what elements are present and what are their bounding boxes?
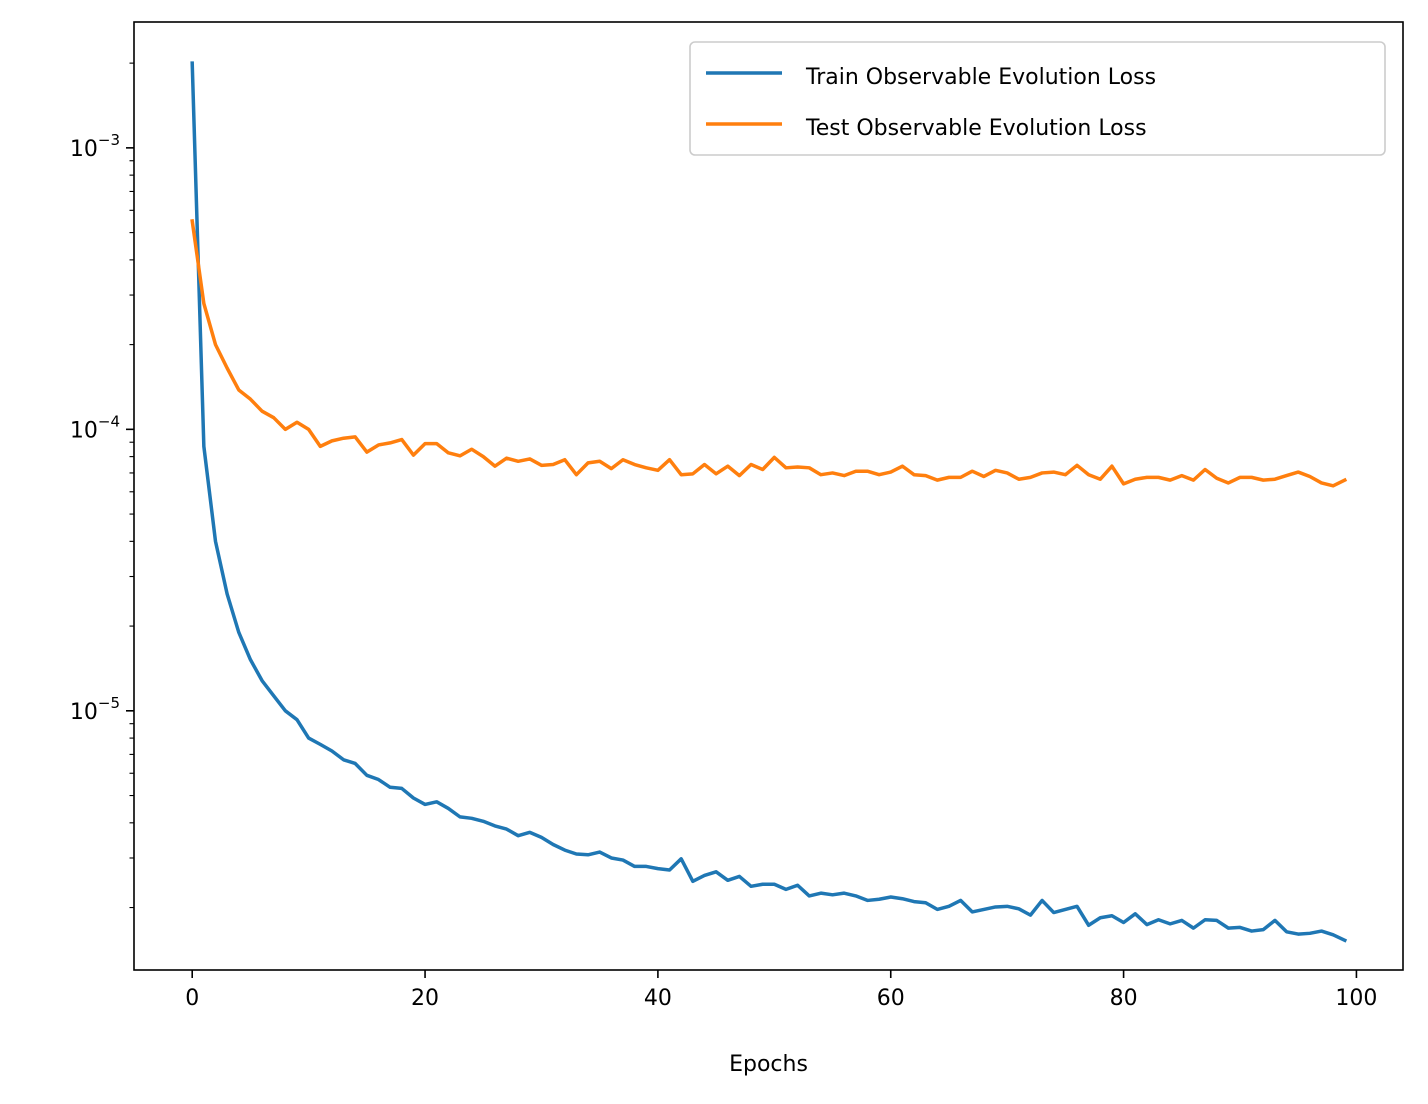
x-ticks: 0 20 40 60 80 100: [185, 970, 1377, 1011]
x-axis-label: Epochs: [729, 1052, 808, 1077]
legend-label-train: Train Observable Evolution Loss: [805, 65, 1156, 90]
y-tick-label: 10−3: [70, 131, 120, 162]
test-loss-line: [190, 218, 1348, 488]
y-tick-base: 10: [70, 418, 98, 443]
x-tick-label: 20: [411, 986, 439, 1011]
series-layer: [190, 61, 1348, 943]
y-tick-label: 10−5: [70, 694, 120, 725]
x-tick-label: 0: [185, 986, 199, 1011]
x-tick-label: 80: [1110, 986, 1138, 1011]
plot-frame: [133, 21, 1404, 971]
legend-label-test: Test Observable Evolution Loss: [805, 116, 1147, 141]
y-tick-exponent: −4: [98, 412, 120, 430]
legend: Train Observable Evolution Loss Test Obs…: [689, 41, 1386, 156]
y-tick-label: 10−4: [70, 412, 120, 443]
x-tick-label: 60: [877, 986, 905, 1011]
y-tick-base: 10: [70, 137, 98, 162]
y-tick-exponent: −5: [98, 694, 120, 712]
legend-frame: [689, 41, 1386, 156]
x-tick-label: 40: [644, 986, 672, 1011]
x-tick-label: 100: [1335, 986, 1377, 1011]
y-tick-base: 10: [70, 700, 98, 725]
train-loss-line: [190, 61, 1348, 943]
y-major-ticks: 10−510−410−3: [70, 131, 134, 725]
y-tick-exponent: −3: [98, 131, 120, 149]
